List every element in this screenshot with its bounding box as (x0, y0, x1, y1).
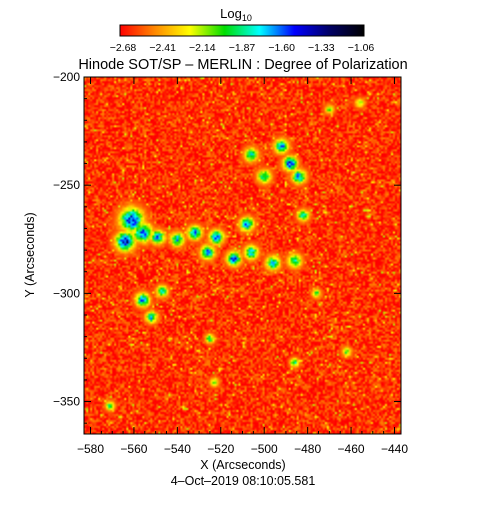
x-tick-label: −460 (338, 442, 365, 456)
heatmap-image (84, 77, 401, 434)
plot-area (84, 77, 401, 434)
colorbar-tick-label: −2.14 (189, 42, 216, 54)
x-tick-label: −440 (381, 442, 408, 456)
colorbar-tick-label: −2.41 (149, 42, 176, 54)
colorbar-ticks: −2.68 −2.41 −2.14 −1.87 −1.60 −1.33 −1.06 (110, 42, 375, 54)
chart-title: Hinode SOT/SP – MERLIN : Degree of Polar… (78, 57, 407, 73)
colorbar-tick-label: −1.33 (308, 42, 335, 54)
x-tick-label: −500 (251, 442, 278, 456)
y-axis: −200 −250 −300 −350 (53, 70, 401, 424)
x-tick-label: −520 (207, 442, 234, 456)
colorbar-tick-label: −1.87 (229, 42, 256, 54)
x-tick-label: −560 (120, 442, 147, 456)
colorbar-tick-label: −2.68 (110, 42, 137, 54)
colorbar-label-subscript: 10 (242, 13, 252, 23)
y-tick-label: −250 (53, 178, 80, 192)
x-tick-label: −540 (164, 442, 191, 456)
colorbar (119, 24, 365, 37)
y-tick-label: −350 (53, 395, 80, 409)
observation-timestamp: 4–Oct–2019 08:10:05.581 (171, 474, 316, 488)
x-axis-label: X (Arcseconds) (200, 458, 285, 472)
colorbar-tick-label: −1.60 (268, 42, 295, 54)
y-tick-label: −300 (53, 286, 80, 300)
y-axis-label: Y (Arcseconds) (23, 212, 37, 297)
colorbar-label: Log10 (220, 6, 252, 23)
x-tick-label: −580 (77, 442, 104, 456)
y-tick-label: −200 (53, 70, 80, 84)
x-tick-label: −480 (294, 442, 321, 456)
colorbar-tick-label: −1.06 (348, 42, 375, 54)
x-axis: −580 −560 −540 −520 −500 −480 −460 −440 (77, 77, 408, 456)
